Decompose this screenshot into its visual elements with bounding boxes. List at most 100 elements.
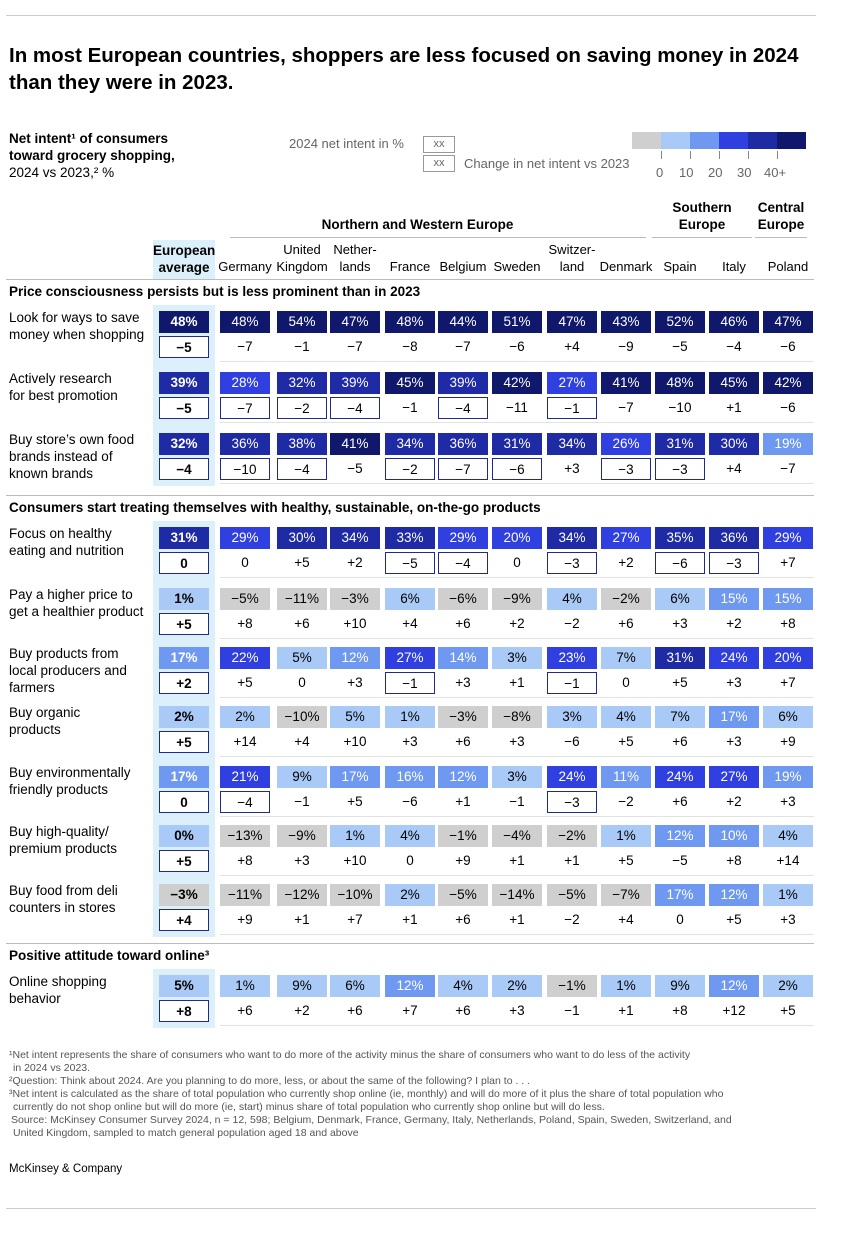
change-cell: +3: [780, 794, 796, 809]
row-label-line: for best promotion: [9, 388, 118, 403]
change-cell: +5: [237, 675, 253, 690]
value-cell: 15%: [709, 588, 759, 610]
change-cell: +5: [672, 675, 688, 690]
change-cell: +1: [726, 400, 742, 415]
change-cell: −5: [672, 339, 688, 354]
value-cell: 27%: [385, 647, 435, 669]
row-label: Buy organic products: [9, 704, 154, 738]
change-cell: +5: [618, 853, 634, 868]
change-cell: −3: [655, 458, 705, 480]
row-separator: [220, 875, 814, 876]
value-cell: 3%: [547, 706, 597, 728]
change-cell: +9: [780, 734, 796, 749]
change-cell: −2: [618, 794, 634, 809]
column-header: Denmark: [598, 241, 654, 275]
value-cell: 43%: [601, 311, 651, 333]
value-cell: 12%: [655, 825, 705, 847]
value-cell: 47%: [763, 311, 813, 333]
row-label-line: farmers: [9, 680, 55, 695]
change-cell: +2: [618, 555, 634, 570]
value-cell: 4%: [547, 588, 597, 610]
section-title: Consumers start treating themselves with…: [9, 500, 541, 515]
row-label-line: Buy high-quality/: [9, 824, 109, 839]
column-header-line-1: [217, 241, 273, 258]
value-cell: 29%: [438, 527, 488, 549]
change-cell: +7: [780, 675, 796, 690]
row-label-line: Actively research: [9, 371, 112, 386]
value-cell: −11%: [277, 588, 327, 610]
legend-swatch: [632, 132, 661, 149]
change-cell: +5: [618, 734, 634, 749]
eu-value-cell: 31%: [159, 527, 209, 549]
chart-subtitle: Net intent¹ of consumers toward grocery …: [9, 130, 229, 181]
change-cell: +6: [455, 734, 471, 749]
value-cell: 51%: [492, 311, 542, 333]
column-header-line-1: [382, 241, 438, 258]
row-label-line: Buy organic: [9, 705, 81, 720]
region-central: Central Europe: [755, 199, 807, 233]
value-cell: −8%: [492, 706, 542, 728]
brand-logo: McKinsey & Company: [9, 1163, 123, 1175]
row-separator: [220, 697, 814, 698]
change-cell: 0: [298, 675, 306, 690]
change-cell: +3: [726, 675, 742, 690]
value-cell: 21%: [220, 766, 270, 788]
section-title: Price consciousness persists but is less…: [9, 284, 421, 299]
value-cell: −1%: [438, 825, 488, 847]
change-cell: +3: [455, 675, 471, 690]
value-cell: 42%: [492, 372, 542, 394]
value-cell: 24%: [547, 766, 597, 788]
change-cell: −3: [547, 791, 597, 813]
legend-tick-label: 30: [737, 165, 752, 180]
change-cell: +12: [722, 1003, 746, 1018]
row-label-line: Pay a higher price to: [9, 587, 133, 602]
change-cell: 0: [241, 555, 249, 570]
value-cell: 1%: [330, 825, 380, 847]
value-cell: 36%: [709, 527, 759, 549]
value-cell: −4%: [492, 825, 542, 847]
change-cell: −1: [547, 397, 597, 419]
value-cell: 19%: [763, 766, 813, 788]
change-cell: +4: [564, 339, 580, 354]
european-average-header: European average: [153, 240, 215, 280]
top-rule: [6, 15, 816, 16]
value-cell: 39%: [438, 372, 488, 394]
chart-title: In most European countries, shoppers are…: [9, 44, 799, 94]
change-cell: +2: [294, 1003, 310, 1018]
row-label: Buy high-quality/premium products: [9, 823, 154, 857]
value-cell: 2%: [220, 706, 270, 728]
value-cell: −14%: [492, 884, 542, 906]
change-cell: −1: [385, 672, 435, 694]
eu-value-cell: 32%: [159, 433, 209, 455]
change-cell: −3: [547, 552, 597, 574]
value-cell: 31%: [492, 433, 542, 455]
section-rule: [6, 279, 814, 280]
legend-tick-label: 40+: [764, 165, 787, 180]
value-cell: −1%: [547, 975, 597, 997]
legend-tick-mark: [719, 151, 720, 159]
column-header-line-1: [652, 241, 708, 258]
value-cell: 6%: [763, 706, 813, 728]
change-cell: −1: [402, 400, 418, 415]
value-cell: 36%: [438, 433, 488, 455]
change-cell: −3: [709, 552, 759, 574]
eu-change-cell: −4: [159, 458, 209, 480]
value-cell: 17%: [709, 706, 759, 728]
change-cell: +9: [237, 912, 253, 927]
change-cell: +1: [294, 912, 310, 927]
row-label: Buy products from local producers and farm…: [9, 645, 154, 696]
value-cell: 4%: [763, 825, 813, 847]
value-cell: −2%: [601, 588, 651, 610]
change-cell: −2: [564, 616, 580, 631]
value-cell: 31%: [655, 433, 705, 455]
row-label-line: get a healthier product: [9, 604, 144, 619]
value-cell: 44%: [438, 311, 488, 333]
footnote-line: in 2024 vs 2023.: [13, 1062, 91, 1074]
row-label: Buy food from deli counters in stores: [9, 882, 154, 916]
eu-value-cell: 5%: [159, 975, 209, 997]
change-cell: −6: [780, 339, 796, 354]
change-cell: 0: [622, 675, 630, 690]
value-cell: 22%: [220, 647, 270, 669]
value-cell: −5%: [547, 884, 597, 906]
change-cell: +10: [343, 616, 367, 631]
